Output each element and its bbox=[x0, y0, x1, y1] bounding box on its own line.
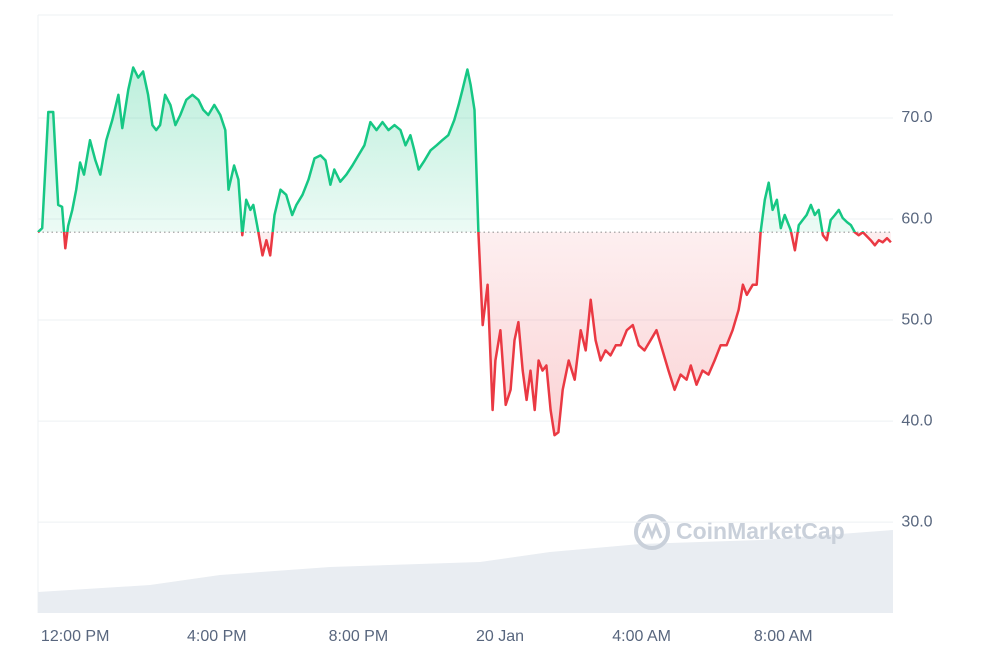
y-tick-label: 50.0 bbox=[901, 311, 932, 328]
y-tick-label: 70.0 bbox=[901, 109, 932, 126]
x-tick-label: 8:00 AM bbox=[754, 628, 813, 645]
x-tick-label: 4:00 AM bbox=[612, 628, 671, 645]
y-tick-label: 30.0 bbox=[901, 513, 932, 530]
y-tick-label: 40.0 bbox=[901, 412, 932, 429]
x-tick-label: 20 Jan bbox=[476, 628, 524, 645]
x-tick-label: 4:00 PM bbox=[187, 628, 247, 645]
watermark-logo bbox=[634, 514, 670, 550]
volume-area bbox=[38, 530, 893, 613]
x-tick-label: 8:00 PM bbox=[329, 628, 389, 645]
area-fill bbox=[38, 67, 891, 436]
watermark-logo bbox=[641, 522, 663, 541]
x-tick-label: 12:00 PM bbox=[41, 628, 109, 645]
price-line bbox=[37, 66, 892, 437]
y-tick-label: 60.0 bbox=[901, 210, 932, 227]
